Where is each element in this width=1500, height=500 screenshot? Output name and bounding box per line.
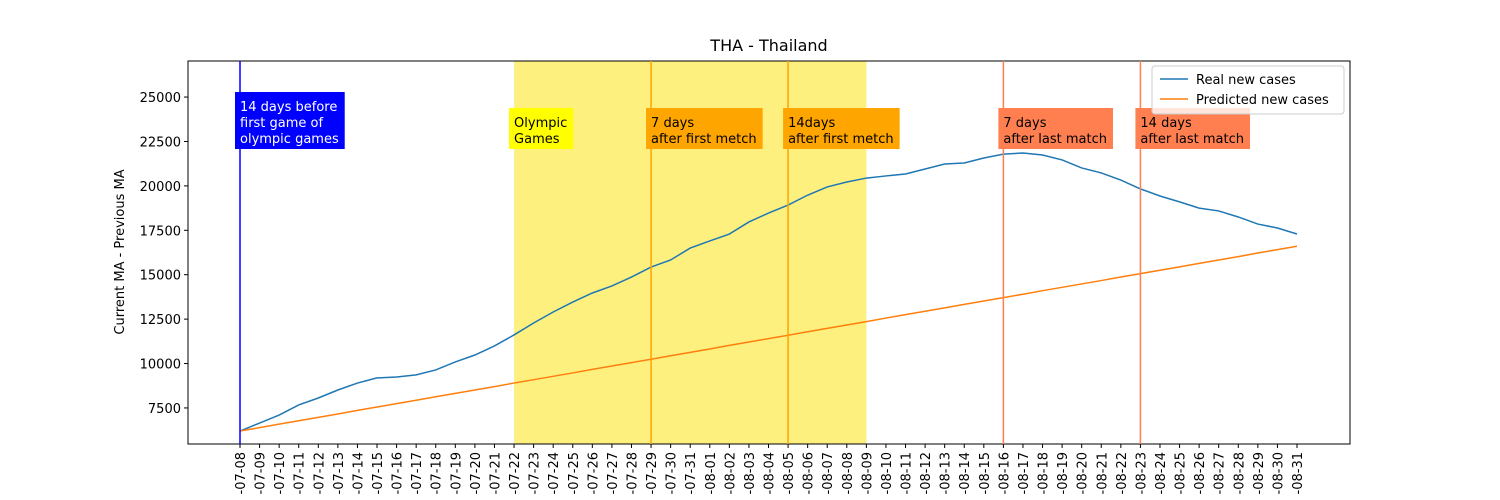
x-tick-label: -07-16 [391,452,406,494]
annotation-text: 7 days [651,116,694,131]
x-tick-label: -08-15 [978,452,993,494]
annotation-text: first game of [240,116,324,131]
x-tick-label: -08-10 [880,452,895,494]
x-tick-label: -07-21 [488,452,503,494]
x-tick-label: -08-22 [1115,452,1130,494]
x-tick-label: -07-24 [547,452,562,494]
x-tick-label: -07-28 [625,452,640,494]
x-tick-label: -08-07 [821,452,836,494]
chart-title: THA - Thailand [709,36,827,55]
x-tick-label: -07-14 [351,452,366,494]
x-tick-label: -07-15 [371,452,386,494]
annotation-text: olympic games [240,132,339,147]
x-tick-label: -07-17 [410,452,425,494]
y-tick-label: 7500 [148,402,181,417]
x-tick-label: -08-21 [1095,452,1110,494]
x-tick-label: -08-06 [802,452,817,494]
x-tick-label: -08-30 [1271,452,1286,494]
x-tick-label: -07-18 [430,452,445,494]
annotation-box [235,92,345,149]
annotation-box [509,108,574,149]
y-tick-label: 20000 [140,180,181,195]
annotation-text: 14 days [1140,116,1192,131]
x-tick-label: -07-10 [273,452,288,494]
x-tick-label: -08-20 [1076,452,1091,494]
annotation-text: after last match [1140,132,1244,147]
annotation-text: 14 days before [240,100,337,115]
x-tick-label: -07-19 [449,452,464,494]
annotation-box [998,108,1113,149]
x-tick-label: -07-12 [312,452,327,494]
x-tick-label: -07-29 [645,452,660,494]
x-tick-label: -07-26 [586,452,601,494]
x-tick-label: -07-31 [684,452,699,494]
x-tick-label: -08-05 [782,452,797,494]
series-line [239,152,1298,432]
x-tick-label: -07-08 [234,452,249,494]
x-tick-label: -08-23 [1134,452,1149,494]
annotation-box [783,108,900,149]
x-tick-label: -08-31 [1291,452,1306,494]
x-tick-label: -07-22 [508,452,523,494]
x-tick-label: -08-16 [997,452,1012,494]
annotation-box [1135,108,1251,149]
y-tick-label: 15000 [140,269,181,284]
x-tick-label: -08-18 [1037,452,1052,494]
y-tick-label: 25000 [140,91,181,106]
annotation-text: Games [514,132,560,147]
x-tick-label: -08-02 [723,452,738,494]
x-tick-label: -07-27 [606,452,621,494]
legend-box [1151,65,1345,115]
x-tick-label: -08-29 [1252,452,1267,494]
legend-label: Predicted new cases [1196,93,1329,108]
annotation-text: 14days [788,116,835,131]
annotation-text: Olympic [514,116,567,131]
x-tick-label: -07-09 [254,452,269,494]
x-tick-label: -07-23 [528,452,543,494]
x-tick-label: -08-25 [1174,452,1189,494]
legend-label: Real new cases [1196,73,1296,88]
x-tick-label: -07-13 [332,452,347,494]
y-tick-label: 10000 [140,358,181,373]
x-tick-label: -08-24 [1154,452,1169,494]
annotation-text: after last match [1003,132,1107,147]
x-tick-label: -08-13 [939,452,954,494]
y-tick-label: 12500 [140,313,181,328]
annotation-box [646,108,763,149]
x-tick-label: -07-11 [293,452,308,494]
y-axis-label: Current MA - Previous MA [113,169,128,334]
x-tick-label: -08-28 [1232,452,1247,494]
annotation-text: 7 days [1003,116,1046,131]
annotation-text: after first metch [651,132,757,147]
x-tick-label: -08-09 [860,452,875,494]
x-tick-label: -08-11 [900,452,915,494]
x-tick-label: -08-04 [763,452,778,494]
x-tick-label: -08-03 [743,452,758,494]
x-tick-label: -08-19 [1056,452,1071,494]
x-tick-label: -08-17 [1017,452,1032,494]
x-tick-label: -08-14 [958,452,973,494]
annotation-text: after first metch [788,132,894,147]
x-tick-label: -08-26 [1193,452,1208,494]
x-tick-label: -08-27 [1213,452,1228,494]
y-tick-label: 17500 [140,224,181,239]
series-line [239,245,1298,432]
x-tick-label: -07-30 [665,452,680,494]
y-tick-label: 22500 [140,135,181,150]
x-tick-label: -07-25 [567,452,582,494]
x-tick-label: -08-01 [704,452,719,494]
x-tick-label: -08-12 [919,452,934,494]
x-tick-label: -08-08 [841,452,856,494]
x-tick-label: -07-20 [469,452,484,494]
